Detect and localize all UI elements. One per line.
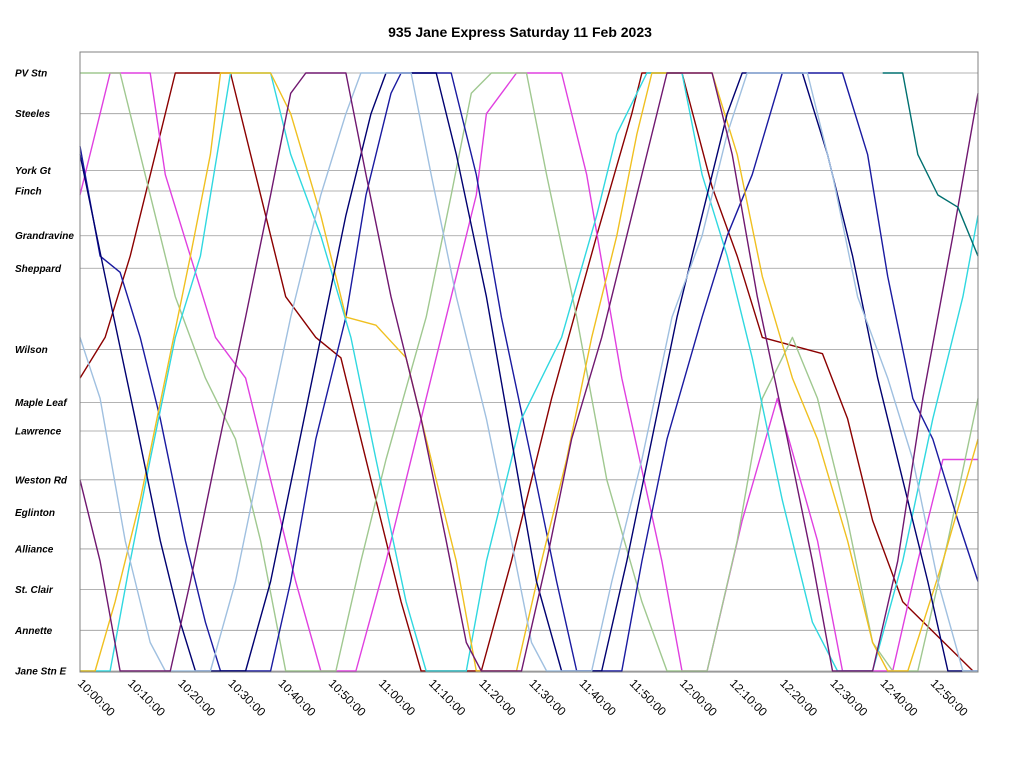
stop-label: Grandravine	[15, 231, 74, 242]
stop-label: Maple Leaf	[15, 398, 68, 409]
stop-labels: PV Stn Steeles York Gt Finch Grandravine Shep…	[14, 69, 74, 678]
stop-label: York Gt	[15, 166, 51, 177]
stop-label: St. Clair	[15, 585, 54, 596]
x-tick-label: 12:00:00	[677, 676, 720, 719]
series-lines	[79, 72, 979, 672]
time-tick-labels: 10:00:00 10:10:00 10:20:00 10:30:00 10:40:00…	[75, 676, 971, 719]
x-tick-label: 12:10:00	[727, 676, 770, 719]
series-line-4	[79, 72, 979, 672]
x-tick-label: 11:20:00	[476, 676, 519, 719]
series-line-6	[80, 72, 979, 672]
gridlines	[80, 72, 978, 672]
x-tick-label: 11:40:00	[577, 676, 620, 719]
x-tick-label: 10:10:00	[125, 676, 168, 719]
x-tick-label: 11:50:00	[627, 676, 670, 719]
series-line-2	[79, 72, 978, 672]
series-line-1	[79, 72, 974, 672]
x-tick-label: 10:50:00	[326, 676, 369, 719]
stop-label: Finch	[15, 186, 42, 197]
stop-label: Lawrence	[15, 426, 62, 437]
stop-label: Steeles	[15, 109, 50, 120]
x-tick-label: 12:40:00	[878, 676, 921, 719]
chart-title: 935 Jane Express Saturday 11 Feb 2023	[388, 24, 652, 40]
x-tick-label: 10:40:00	[276, 676, 319, 719]
stop-label: Annette	[14, 626, 53, 637]
plot-area-frame	[79, 51, 979, 673]
x-tick-label: 12:20:00	[777, 676, 820, 719]
stop-label: PV Stn	[15, 69, 47, 80]
series-line-8	[79, 72, 978, 672]
stop-label: Alliance	[14, 544, 54, 555]
series-line-5	[80, 72, 979, 672]
x-tick-label: 10:20:00	[175, 676, 218, 719]
x-tick-label: 11:30:00	[526, 676, 569, 719]
series-line-9	[79, 72, 979, 672]
stop-label: Weston Rd	[15, 475, 68, 486]
x-tick-label: 10:00:00	[75, 676, 118, 719]
stop-label: Wilson	[15, 345, 48, 356]
x-tick-label: 11:10:00	[426, 676, 469, 719]
stop-label: Eglinton	[15, 508, 55, 519]
stop-label: Sheppard	[15, 264, 62, 275]
series-line-10	[882, 72, 979, 257]
x-tick-label: 10:30:00	[225, 676, 268, 719]
series-line-3	[80, 72, 979, 672]
x-tick-label: 12:30:00	[827, 676, 870, 719]
stop-label: Jane Stn E	[15, 667, 66, 678]
x-tick-label: 12:50:00	[928, 676, 971, 719]
x-tick-label: 11:00:00	[376, 676, 419, 719]
series-line-7	[79, 72, 978, 672]
